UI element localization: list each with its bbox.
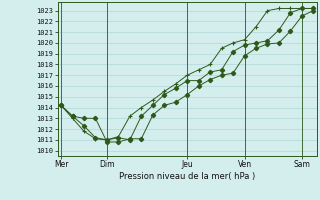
X-axis label: Pression niveau de la mer( hPa ): Pression niveau de la mer( hPa ) <box>119 172 255 181</box>
